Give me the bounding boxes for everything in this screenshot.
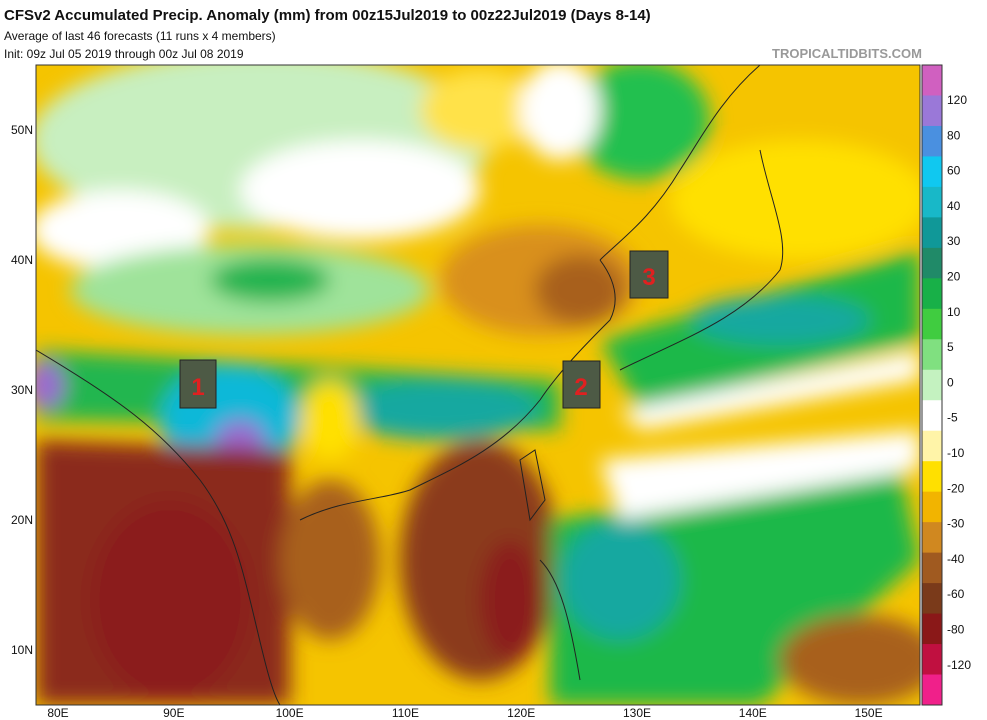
colorbar-swatch	[922, 156, 942, 188]
title: CFSv2 Accumulated Precip. Anomaly (mm) f…	[4, 7, 651, 24]
colorbar-swatch	[922, 583, 942, 615]
colorbar-label: -10	[947, 446, 965, 460]
colorbar-swatch	[922, 278, 942, 310]
lon-labels: 80E 90E 100E 110E 120E 130E 140E 150E	[47, 706, 882, 720]
lon-label: 90E	[163, 706, 184, 720]
colorbar-label: -40	[947, 552, 965, 566]
marker-box	[179, 359, 217, 409]
lon-label: 150E	[855, 706, 883, 720]
colorbar-swatch	[922, 247, 942, 279]
lat-label: 50N	[11, 123, 33, 137]
colorbar: 120 80 60 40 30 20 10 5 0 -5 -10 -20 -30 -40 -60 -80 -12…	[921, 64, 971, 706]
lon-label: 120E	[507, 706, 535, 720]
lat-label: 30N	[11, 383, 33, 397]
lon-label: 140E	[739, 706, 767, 720]
colorbar-label: 80	[947, 128, 961, 142]
colorbar-frame	[921, 64, 943, 706]
colorbar-label: 120	[947, 93, 967, 107]
colorbar-swatch	[922, 552, 942, 584]
markers: 1 2 3	[179, 250, 669, 409]
lon-label: 100E	[276, 706, 304, 720]
lat-label: 40N	[11, 253, 33, 267]
marker-box	[562, 360, 601, 409]
colorbar-swatch	[922, 186, 942, 218]
lat-label: 20N	[11, 513, 33, 527]
colorbar-swatch	[922, 65, 942, 96]
lat-labels: 50N 40N 30N 20N 10N	[11, 123, 33, 657]
colorbar-swatch	[922, 430, 942, 462]
colorbar-swatch	[922, 522, 942, 554]
colorbar-label: -30	[947, 517, 965, 531]
colorbar-label: 30	[947, 234, 961, 248]
marker-box	[629, 250, 669, 299]
colorbar-label: 0	[947, 375, 954, 389]
colorbar-label: -20	[947, 481, 965, 495]
colorbar-label: -120	[947, 658, 971, 672]
colorbar-label: 10	[947, 305, 961, 319]
lon-label: 110E	[392, 706, 419, 720]
colorbar-swatch	[922, 308, 942, 340]
init-text: Init: 09z Jul 05 2019 through 00z Jul 08…	[4, 47, 244, 61]
colorbar-label: -80	[947, 623, 965, 637]
marker-label: 2	[574, 374, 587, 401]
colorbar-swatch	[922, 644, 942, 676]
colorbar-swatch	[922, 674, 942, 706]
colorbar-label: 5	[947, 340, 954, 354]
colorbar-swatch	[922, 125, 942, 157]
colorbar-swatch	[922, 613, 942, 645]
lon-label: 130E	[623, 706, 651, 720]
colorbar-label: 60	[947, 164, 961, 178]
subtitle: Average of last 46 forecasts (11 runs x …	[4, 29, 276, 43]
anomaly-field	[36, 65, 920, 705]
watermark: TROPICALTIDBITS.COM	[772, 46, 922, 61]
colorbar-swatch	[922, 217, 942, 249]
map-frame	[35, 64, 921, 706]
colorbar-swatch	[922, 339, 942, 371]
colorbar-swatch	[922, 491, 942, 523]
lat-label: 10N	[11, 643, 33, 657]
colorbar-swatch	[922, 369, 942, 401]
colorbar-label: 40	[947, 199, 961, 213]
colorbar-label: 20	[947, 270, 961, 284]
map: 1 2 3	[36, 65, 920, 705]
marker-label: 3	[642, 264, 655, 291]
colorbar-swatch	[922, 461, 942, 493]
lon-label: 80E	[47, 706, 68, 720]
colorbar-label: -60	[947, 587, 965, 601]
marker-label: 1	[191, 374, 204, 401]
colorbar-label: -5	[947, 411, 958, 425]
coastlines	[36, 65, 784, 705]
colorbar-swatch	[922, 95, 942, 127]
colorbar-swatch	[922, 400, 942, 432]
